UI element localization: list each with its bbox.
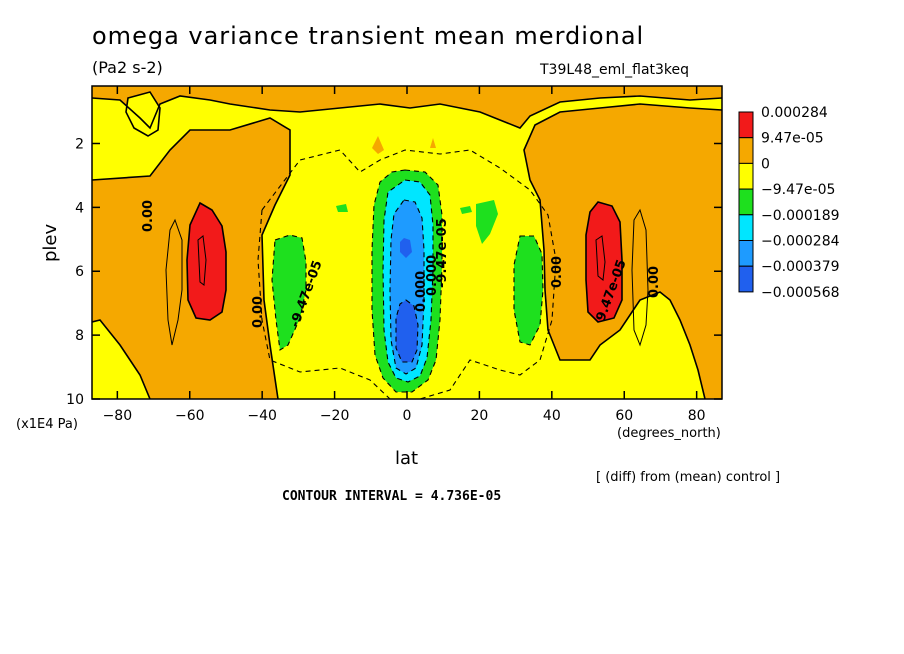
legend-level-label: −0.000189 <box>761 208 840 224</box>
contour-label: 0.00 <box>647 266 662 298</box>
band-blue-center <box>396 300 418 362</box>
band-blue-center-top <box>400 238 412 258</box>
x-axis-label: lat <box>395 448 418 469</box>
diff-note: [ (diff) from (mean) control ] <box>596 470 781 485</box>
band-green-blob-3 <box>336 204 348 212</box>
band-green-blob-1 <box>476 200 498 244</box>
y-tick-label: 6 <box>75 264 84 280</box>
x-tick-label: 80 <box>688 408 706 424</box>
x-tick-label: 40 <box>543 408 561 424</box>
y-tick-label: 2 <box>75 136 84 152</box>
y-axis: 2 4 6 8 10 <box>66 136 722 408</box>
contour-label: -9.47e-05 <box>435 218 450 288</box>
legend-swatch <box>738 265 754 293</box>
contour-interval: CONTOUR INTERVAL = 4.736E-05 <box>282 489 502 504</box>
legend-level-label: 0.000284 <box>761 105 828 121</box>
x-tick-label: −60 <box>175 408 205 424</box>
legend-level-label: −0.000284 <box>761 234 840 250</box>
band-orange-speck-1 <box>372 136 384 154</box>
band-green-left <box>272 235 306 350</box>
y-axis-units: (x1E4 Pa) <box>16 417 78 432</box>
legend-level-label: 0 <box>761 156 770 172</box>
band-green-right <box>514 236 543 345</box>
x-tick-label: −80 <box>103 408 133 424</box>
contour-label: 0.00 <box>550 256 565 288</box>
contour-label: 0.00 <box>251 296 266 328</box>
legend-swatch <box>738 111 754 139</box>
legend-swatch <box>738 188 754 216</box>
run-id: T39L48_eml_flat3keq <box>540 62 690 78</box>
x-axis: −80 −60 −40 −20 0 20 40 60 80 <box>103 86 706 424</box>
legend-swatch <box>738 162 754 190</box>
band-red-right <box>586 202 622 322</box>
y-tick-label: 4 <box>75 200 84 216</box>
band-green-blob-2 <box>460 206 472 214</box>
legend-level-label: −0.000379 <box>761 259 840 275</box>
x-axis-units: (degrees_north) <box>617 426 721 441</box>
contour-lines-solid <box>92 91 722 399</box>
y-tick-label: 8 <box>75 328 84 344</box>
legend-swatch <box>738 137 754 164</box>
legend-level-label: −0.000568 <box>761 285 840 301</box>
contour-label: 0.000 <box>414 271 429 312</box>
x-tick-label: 60 <box>615 408 633 424</box>
legend-level-label: −9.47e-05 <box>761 182 835 198</box>
legend-swatch <box>738 214 754 242</box>
color-legend: 0.000284 9.47e-05 0 −9.47e-05 −0.000189 −0.00… <box>738 105 840 301</box>
x-tick-label: 0 <box>403 408 412 424</box>
band-orange-right <box>524 104 722 399</box>
band-orange-speck-2 <box>430 138 436 148</box>
x-tick-label: −20 <box>320 408 350 424</box>
contour-label: 0.000 <box>425 255 440 296</box>
y-tick-label: 10 <box>66 392 84 408</box>
band-red-left <box>187 203 226 320</box>
legend-level-label: 9.47e-05 <box>761 131 824 147</box>
contour-lines-dashed <box>257 149 557 399</box>
y-axis-label: plev <box>40 223 61 262</box>
x-tick-label: 20 <box>470 408 488 424</box>
legend-swatch <box>738 240 754 267</box>
chart-units: (Pa2 s-2) <box>92 58 163 77</box>
chart-title: omega variance transient mean merdional <box>92 22 645 50</box>
contour-label: 0.00 <box>141 200 156 232</box>
x-tick-label: −40 <box>247 408 277 424</box>
plot-area: 0.00 0.00 -9.47e-05 0.000 -9.47e-05 0.00… <box>92 86 722 399</box>
